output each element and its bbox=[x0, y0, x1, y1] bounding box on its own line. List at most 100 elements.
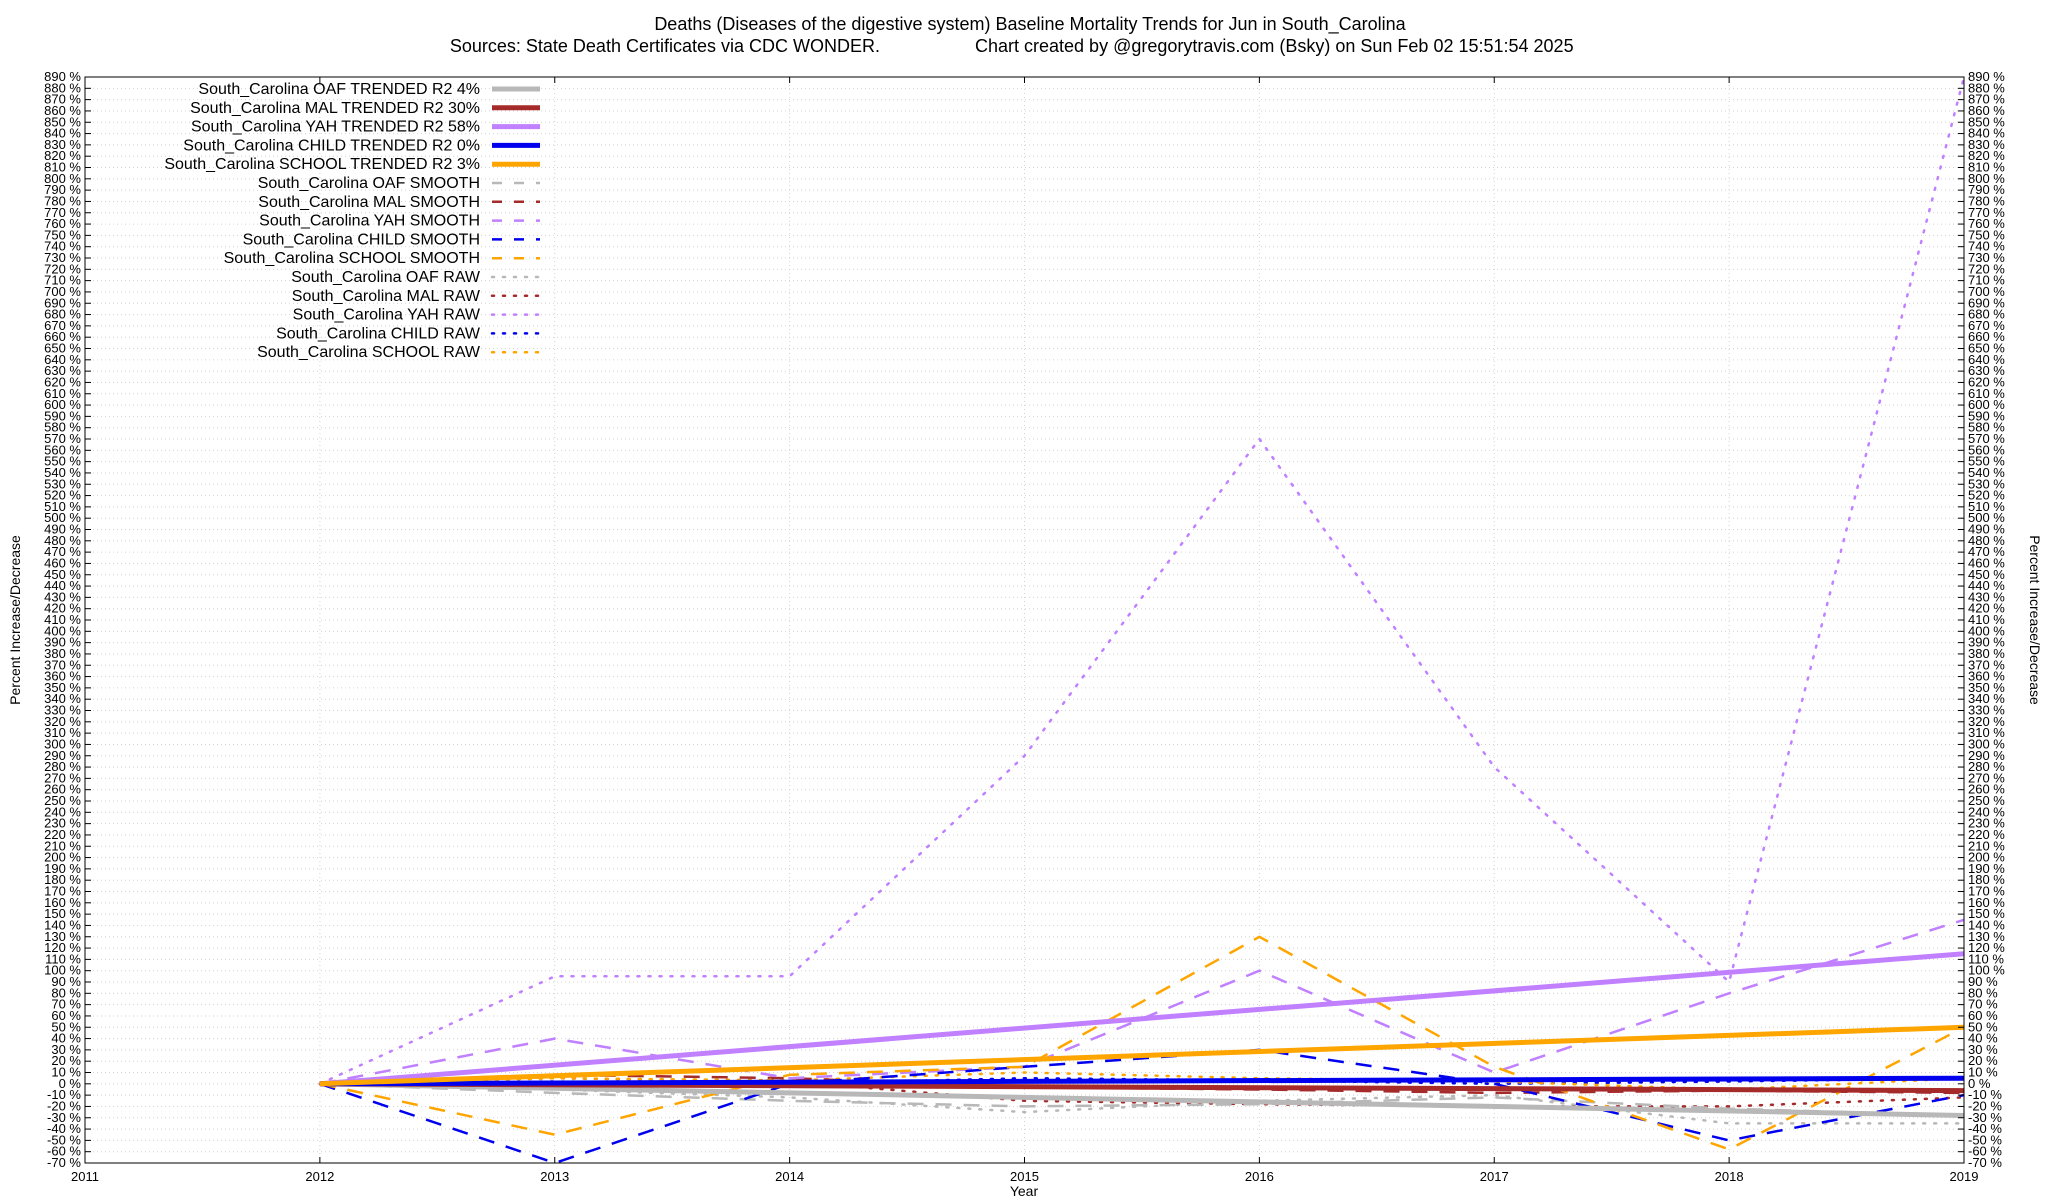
y-tick-label-right: 40 % bbox=[1968, 1031, 1998, 1046]
y-tick-label-right: 770 % bbox=[1968, 205, 2005, 220]
y-tick-label-left: 790 % bbox=[44, 182, 81, 197]
y-tick-label-right: -50 % bbox=[1968, 1132, 2002, 1147]
y-tick-label-right: 790 % bbox=[1968, 182, 2005, 197]
y-tick-label-left: 610 % bbox=[44, 386, 81, 401]
series-line-south-carolina-child-trended-r2-0 bbox=[319, 1075, 1965, 1087]
y-tick-label-right: 670 % bbox=[1968, 318, 2005, 333]
y-tick-label-right: 90 % bbox=[1968, 974, 1998, 989]
y-tick-label-left: 210 % bbox=[44, 838, 81, 853]
series-line-south-carolina-school-trended-r2-3 bbox=[319, 1024, 1965, 1087]
y-tick-label-left: 350 % bbox=[44, 680, 81, 695]
series-line-south-carolina-yah-trended-r2-58 bbox=[319, 951, 1965, 1087]
legend-label: South_Carolina CHILD RAW bbox=[276, 325, 481, 342]
y-tick-label-left: 70 % bbox=[51, 997, 81, 1012]
y-tick-label-left: 240 % bbox=[44, 804, 81, 819]
x-tick-label: 2013 bbox=[540, 1169, 569, 1184]
y-tick-label-right: 460 % bbox=[1968, 555, 2005, 570]
y-tick-label-right: 250 % bbox=[1968, 793, 2005, 808]
y-tick-label-right: 540 % bbox=[1968, 465, 2005, 480]
y-tick-label-right: 210 % bbox=[1968, 838, 2005, 853]
y-tick-label-left: 660 % bbox=[44, 329, 81, 344]
y-tick-label-left: 280 % bbox=[44, 759, 81, 774]
y-tick-label-right: 290 % bbox=[1968, 748, 2005, 763]
y-tick-label-left: 20 % bbox=[51, 1053, 81, 1068]
legend-label: South_Carolina SCHOOL TRENDED R2 3% bbox=[164, 156, 480, 173]
x-tick-label: 2015 bbox=[1010, 1169, 1039, 1184]
y-tick-label-right: 720 % bbox=[1968, 261, 2005, 276]
series-line-south-carolina-child-smooth bbox=[319, 1048, 1965, 1165]
y-tick-label-right: 470 % bbox=[1968, 544, 2005, 559]
y-tick-label-right: 570 % bbox=[1968, 431, 2005, 446]
y-tick-label-left: 560 % bbox=[44, 442, 81, 457]
y-tick-label-right: 780 % bbox=[1968, 193, 2005, 208]
y-tick-label-right: 450 % bbox=[1968, 567, 2005, 582]
y-tick-label-right: 480 % bbox=[1968, 533, 2005, 548]
y-tick-label-right: 370 % bbox=[1968, 657, 2005, 672]
y-tick-label-left: 630 % bbox=[44, 363, 81, 378]
y-tick-label-left: 510 % bbox=[44, 499, 81, 514]
y-tick-label-right: 710 % bbox=[1968, 273, 2005, 288]
y-tick-label-left: 750 % bbox=[44, 227, 81, 242]
y-tick-label-left: 870 % bbox=[44, 92, 81, 107]
y-tick-label-left: 420 % bbox=[44, 601, 81, 616]
y-tick-label-right: 700 % bbox=[1968, 284, 2005, 299]
legend-label: South_Carolina SCHOOL SMOOTH bbox=[224, 250, 480, 267]
y-tick-label-left: 620 % bbox=[44, 374, 81, 389]
y-tick-label-right: 310 % bbox=[1968, 725, 2005, 740]
y-tick-label-left: 720 % bbox=[44, 261, 81, 276]
y-tick-label-right: 350 % bbox=[1968, 680, 2005, 695]
y-tick-label-left: 840 % bbox=[44, 126, 81, 141]
legend-label: South_Carolina OAF SMOOTH bbox=[258, 175, 480, 192]
y-tick-label-left: 380 % bbox=[44, 646, 81, 661]
y-tick-label-right: 60 % bbox=[1968, 1008, 1998, 1023]
y-tick-label-right: 130 % bbox=[1968, 929, 2005, 944]
y-tick-label-right: 510 % bbox=[1968, 499, 2005, 514]
y-tick-label-right: 70 % bbox=[1968, 997, 1998, 1012]
y-tick-label-left: 520 % bbox=[44, 488, 81, 503]
y-tick-label-right: 430 % bbox=[1968, 589, 2005, 604]
y-tick-label-right: 890 % bbox=[1968, 69, 2005, 84]
y-tick-label-left: 880 % bbox=[44, 80, 81, 95]
y-tick-label-left: 360 % bbox=[44, 669, 81, 684]
y-tick-label-left: 260 % bbox=[44, 782, 81, 797]
y-tick-label-left: 390 % bbox=[44, 635, 81, 650]
y-tick-label-left: 60 % bbox=[51, 1008, 81, 1023]
y-tick-label-left: 200 % bbox=[44, 850, 81, 865]
legend-label: South_Carolina MAL TRENDED R2 30% bbox=[190, 100, 480, 117]
series-line-south-carolina-oaf-trended-r2-4 bbox=[319, 1081, 1965, 1118]
y-tick-label-left: 890 % bbox=[44, 69, 81, 84]
y-tick-label-right: 140 % bbox=[1968, 917, 2005, 932]
y-tick-label-right: 180 % bbox=[1968, 872, 2005, 887]
y-tick-label-right: 0 % bbox=[1968, 1076, 1991, 1091]
y-tick-label-right: 270 % bbox=[1968, 770, 2005, 785]
legend-label: South_Carolina SCHOOL RAW bbox=[257, 344, 481, 361]
x-tick-label: 2018 bbox=[1715, 1169, 1744, 1184]
y-tick-label-left: -40 % bbox=[47, 1121, 81, 1136]
y-tick-label-left: 460 % bbox=[44, 555, 81, 570]
y-tick-label-right: 360 % bbox=[1968, 669, 2005, 684]
y-tick-label-right: 220 % bbox=[1968, 827, 2005, 842]
y-tick-label-right: 410 % bbox=[1968, 612, 2005, 627]
y-tick-label-left: 320 % bbox=[44, 714, 81, 729]
y-tick-label-left: 450 % bbox=[44, 567, 81, 582]
y-tick-label-left: 540 % bbox=[44, 465, 81, 480]
y-tick-label-right: 190 % bbox=[1968, 861, 2005, 876]
y-tick-label-right: 230 % bbox=[1968, 816, 2005, 831]
y-tick-label-right: 640 % bbox=[1968, 352, 2005, 367]
y-tick-label-right: 30 % bbox=[1968, 1042, 1998, 1057]
y-tick-label-right: 200 % bbox=[1968, 850, 2005, 865]
y-tick-label-right: -10 % bbox=[1968, 1087, 2002, 1102]
y-tick-label-right: -70 % bbox=[1968, 1155, 2002, 1170]
y-tick-label-left: 690 % bbox=[44, 295, 81, 310]
y-axis-label-left: Percent Increase/Decrease bbox=[7, 535, 23, 705]
y-tick-label-right: 830 % bbox=[1968, 137, 2005, 152]
y-tick-label-right: 240 % bbox=[1968, 804, 2005, 819]
y-tick-label-left: -70 % bbox=[47, 1155, 81, 1170]
y-tick-label-left: 580 % bbox=[44, 420, 81, 435]
y-tick-label-right: 750 % bbox=[1968, 227, 2005, 242]
y-tick-label-right: 490 % bbox=[1968, 522, 2005, 537]
y-tick-label-left: 50 % bbox=[51, 1019, 81, 1034]
y-tick-label-right: 740 % bbox=[1968, 239, 2005, 254]
x-tick-label: 2011 bbox=[71, 1169, 99, 1184]
